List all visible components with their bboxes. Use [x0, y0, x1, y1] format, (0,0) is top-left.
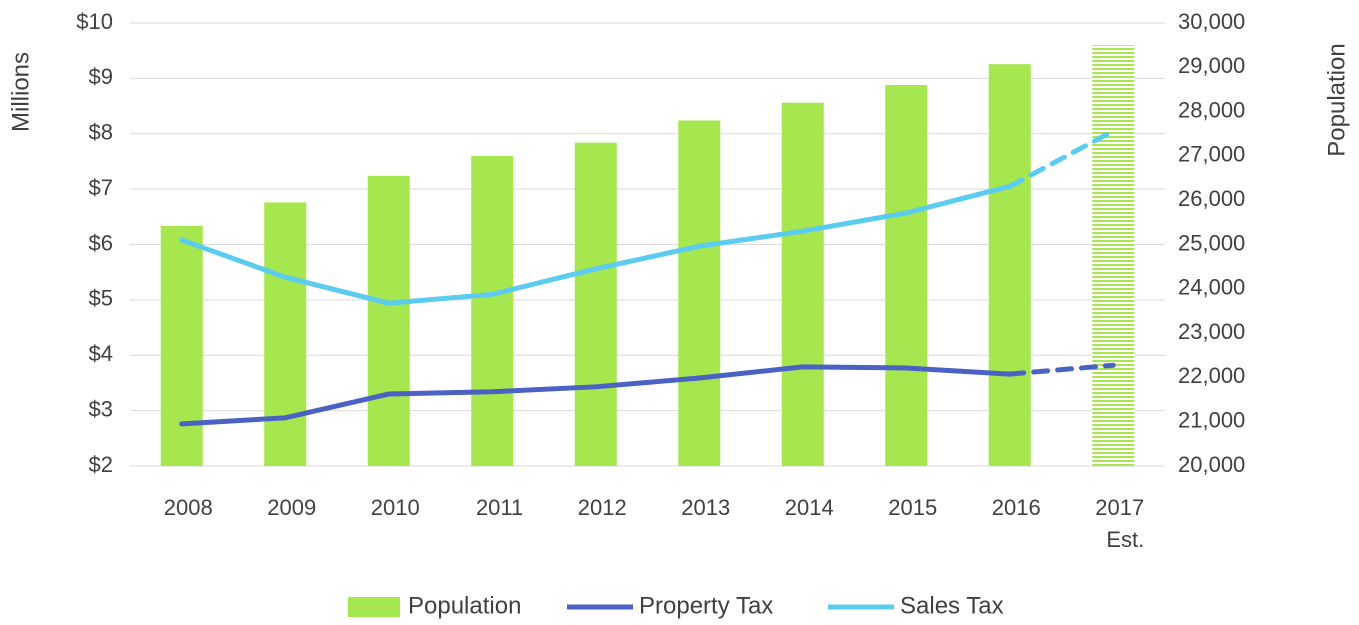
- y-tick-label: $4: [89, 341, 113, 366]
- bar: [367, 175, 410, 466]
- bar: [781, 102, 824, 467]
- line: [179, 183, 1013, 306]
- y-tick-label: $2: [89, 452, 113, 477]
- bar: [471, 155, 514, 466]
- y2-tick-label: 28,000: [1178, 97, 1245, 122]
- bar: [574, 142, 617, 467]
- y2-axis-title: Population: [1323, 43, 1350, 156]
- x-tick-label: 2008: [163, 495, 213, 520]
- y-axis-title: Millions: [7, 52, 34, 132]
- x-tick-label: 2012: [577, 495, 627, 520]
- y2-tick-label: 22,000: [1178, 363, 1245, 388]
- legend-label: Property Tax: [639, 592, 773, 619]
- bar: [885, 85, 928, 467]
- legend-swatch: [348, 597, 400, 617]
- bar: [1092, 45, 1135, 467]
- legend-label: Population: [408, 592, 521, 619]
- y-tick-label: $10: [76, 9, 113, 34]
- y2-tick-label: 25,000: [1178, 230, 1245, 255]
- y2-tick-label: 30,000: [1178, 9, 1245, 34]
- y2-tick-label: 20,000: [1178, 452, 1245, 477]
- y2-tick-label: 29,000: [1178, 53, 1245, 78]
- legend-label: Sales Tax: [900, 592, 1004, 619]
- y2-tick-label: 24,000: [1178, 275, 1245, 300]
- x-tick-label: 2013: [681, 495, 731, 520]
- y-tick-label: $7: [89, 175, 113, 200]
- x-tick-label: 2010: [370, 495, 420, 520]
- x-tick-label: 2016: [991, 495, 1041, 520]
- y-tick-label: $6: [89, 230, 113, 255]
- x-tick-label: 2015: [888, 495, 938, 520]
- x-tick-label: 2009: [267, 495, 317, 520]
- y-tick-label: $9: [89, 64, 113, 89]
- bar: [160, 225, 203, 466]
- y2-tick-label: 21,000: [1178, 408, 1245, 433]
- y2-tick-label: 23,000: [1178, 319, 1245, 344]
- bar: [678, 120, 721, 467]
- y-tick-label: $5: [89, 286, 113, 311]
- x-tick-label: 2014: [784, 495, 834, 520]
- line: [1007, 128, 1116, 189]
- bar: [988, 64, 1031, 466]
- y2-tick-label: 27,000: [1178, 142, 1245, 167]
- bar: [264, 202, 307, 467]
- line: [1007, 362, 1116, 377]
- x-tick-label: 2011: [475, 495, 524, 520]
- y-tick-label: $3: [89, 396, 113, 421]
- x-tick-label: 2017 Est.: [1095, 495, 1145, 552]
- line: [179, 364, 1013, 427]
- y-tick-label: $8: [89, 120, 113, 145]
- y2-tick-label: 26,000: [1178, 186, 1245, 211]
